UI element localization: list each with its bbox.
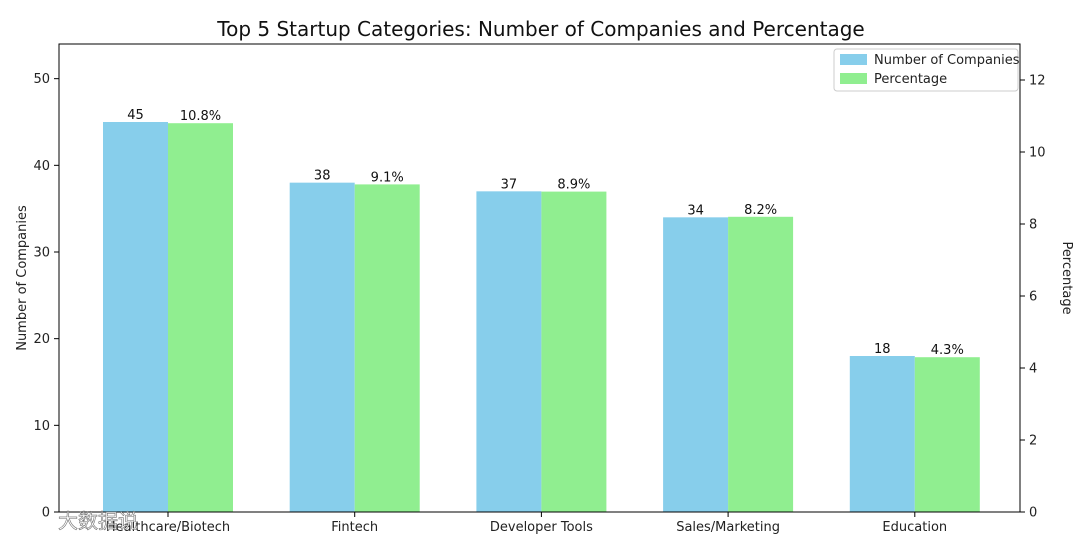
data-label-companies-3: 34 <box>687 203 704 218</box>
bar-companies-4 <box>849 356 915 512</box>
bar-percentage-4 <box>914 357 980 512</box>
bar-companies-0 <box>103 122 168 512</box>
plot-frame <box>58 43 1021 513</box>
legend-swatch-companies <box>840 54 867 65</box>
data-label-percentage-2: 8.9% <box>557 178 590 193</box>
x-axis: Healthcare/Biotech Fintech Developer Tools… <box>106 512 947 535</box>
y-tick-label: 10 <box>33 419 50 434</box>
bar-percentage-3 <box>728 216 794 513</box>
data-label-companies-2: 37 <box>501 177 518 192</box>
legend-label-companies: Number of Companies <box>874 53 1020 68</box>
legend: Number of Companies Percentage <box>833 48 1020 92</box>
y-tick-label: 0 <box>42 506 50 521</box>
y2-tick-label: 0 <box>1029 506 1037 521</box>
bar-companies-1 <box>289 182 355 512</box>
bar-percentage-1 <box>354 184 420 512</box>
x-tick-label: Developer Tools <box>490 520 593 535</box>
y2-tick-label: 10 <box>1029 146 1046 161</box>
data-label-percentage-3: 8.2% <box>744 203 777 218</box>
x-tick-label: Education <box>882 520 947 535</box>
y-tick-label: 40 <box>33 159 50 174</box>
legend-box <box>833 48 1019 92</box>
data-label-percentage-0: 10.8% <box>180 109 221 124</box>
data-label-companies-0: 45 <box>127 108 144 123</box>
bar-percentage-0 <box>168 123 233 512</box>
x-tick-label: Sales/Marketing <box>676 520 780 535</box>
bar-companies-2 <box>476 191 542 513</box>
y2-tick-label: 2 <box>1029 434 1037 449</box>
value-labels-layer: 45 10.8% 38 9.1% 37 8.9% 34 8.2% 18 4.3% <box>127 108 964 358</box>
legend-swatch-percentage <box>840 73 867 84</box>
y2-tick-label: 8 <box>1029 218 1037 233</box>
chart-title: Top 5 Startup Categories: Number of Comp… <box>216 17 864 41</box>
x-tick-label: Healthcare/Biotech <box>106 520 230 535</box>
right-axis: 0 2 4 6 8 10 12 <box>1020 74 1046 521</box>
y-axis-title: Number of Companies <box>15 205 30 351</box>
bars-layer <box>103 122 980 513</box>
watermark-text: 大数据说 <box>58 509 138 533</box>
y2-tick-label: 6 <box>1029 290 1037 305</box>
y-tick-label: 20 <box>33 332 50 347</box>
y-tick-label: 30 <box>33 246 50 261</box>
legend-label-percentage: Percentage <box>874 72 947 87</box>
data-label-percentage-1: 9.1% <box>371 170 404 185</box>
data-label-companies-4: 18 <box>874 342 891 357</box>
bar-companies-3 <box>663 217 729 513</box>
bar-percentage-2 <box>541 191 607 512</box>
y-tick-label: 50 <box>33 72 50 87</box>
y2-axis-title: Percentage <box>1059 241 1074 314</box>
left-axis: 0 10 20 30 40 50 <box>33 72 59 521</box>
y2-tick-label: 4 <box>1029 362 1037 377</box>
x-tick-label: Fintech <box>331 520 378 535</box>
data-label-percentage-4: 4.3% <box>931 343 964 358</box>
data-label-companies-1: 38 <box>314 169 331 184</box>
y2-tick-label: 12 <box>1029 74 1046 89</box>
